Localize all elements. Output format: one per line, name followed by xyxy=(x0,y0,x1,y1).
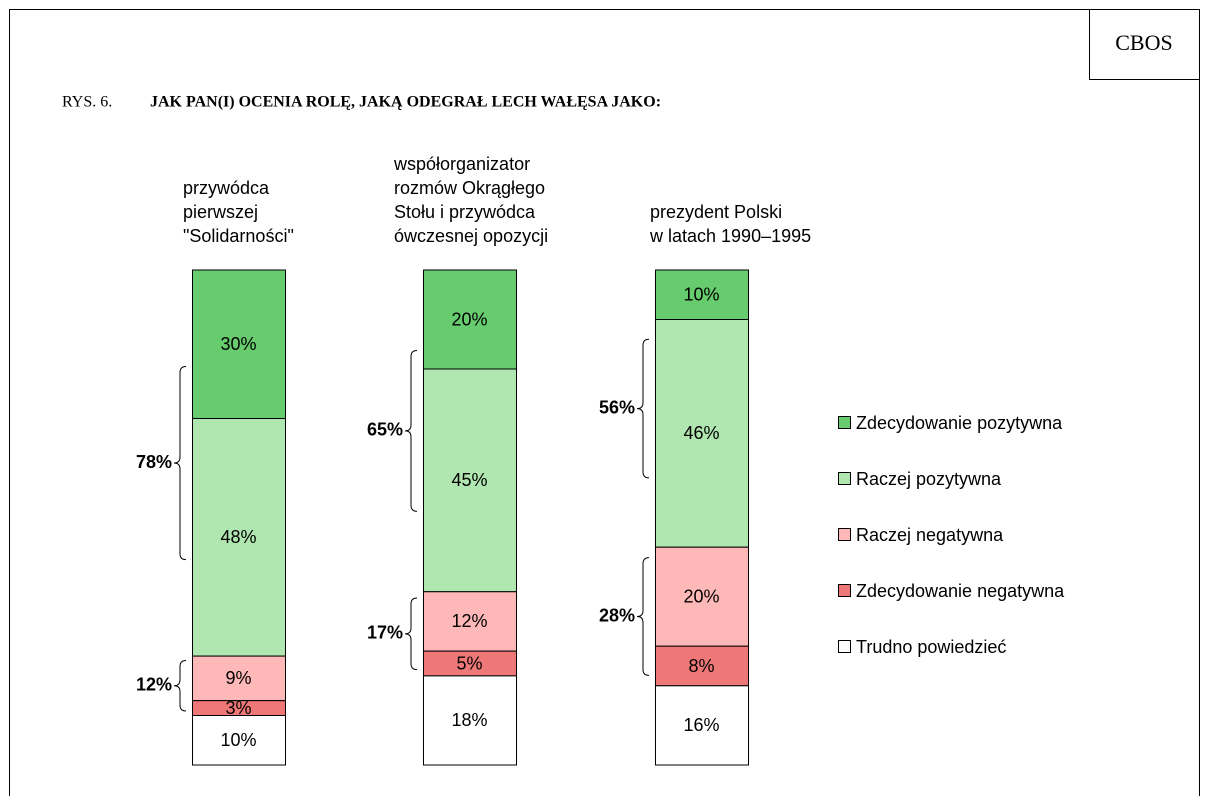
value-label: 12% xyxy=(451,611,487,631)
bar-segment xyxy=(655,645,749,687)
bracket xyxy=(173,366,187,561)
value-label: 48% xyxy=(220,527,256,547)
value-label: 8% xyxy=(688,656,714,676)
total-label: 17% xyxy=(367,623,403,643)
bar-segment xyxy=(192,655,286,702)
total-label: 56% xyxy=(599,397,635,417)
value-label: 20% xyxy=(451,309,487,329)
bar-segment xyxy=(192,715,286,766)
bracket xyxy=(404,597,418,671)
bar-segment xyxy=(423,591,517,652)
source: CBOS xyxy=(1115,30,1172,55)
value-label: 10% xyxy=(683,285,719,305)
chart-title: JAK PAN(I) OCENIA ROLĘ, JAKĄ ODEGRAŁ LEC… xyxy=(150,94,661,111)
bracket xyxy=(636,338,650,479)
bar-segment xyxy=(423,675,517,766)
legend-swatch xyxy=(838,584,851,597)
value-label: 18% xyxy=(451,710,487,730)
value-label: 3% xyxy=(225,698,251,718)
bracket xyxy=(404,349,418,512)
category-label: prezydent Polski w latach 1990–1995 xyxy=(649,202,811,246)
total-label: 78% xyxy=(136,452,172,472)
value-label: 16% xyxy=(683,715,719,735)
bar-segment xyxy=(655,319,749,548)
source-box xyxy=(1089,9,1200,80)
legend-swatch xyxy=(838,640,851,653)
legend-label: Raczej negatywna xyxy=(856,525,1004,545)
total-label: 28% xyxy=(599,605,635,625)
bracket xyxy=(636,557,650,676)
bar-segment xyxy=(655,269,749,320)
figure-number: RYS. 6. xyxy=(62,94,112,111)
total-label: 65% xyxy=(367,420,403,440)
value-label: 45% xyxy=(451,470,487,490)
legend-label: Zdecydowanie pozytywna xyxy=(856,413,1063,433)
legend-label: Raczej pozytywna xyxy=(856,469,1002,489)
bracket xyxy=(173,660,187,712)
frame xyxy=(9,9,1200,796)
bar-segment xyxy=(655,685,749,766)
legend-swatch xyxy=(838,472,851,485)
bar-segment xyxy=(423,269,517,370)
value-label: 9% xyxy=(225,668,251,688)
value-label: 20% xyxy=(683,586,719,606)
legend-label: Trudno powiedzieć xyxy=(856,637,1006,657)
category-label: współorganizator rozmów Okrągłego Stołu i … xyxy=(393,154,548,246)
total-label: 12% xyxy=(136,675,172,695)
category-label: przywódca pierwszej "Solidarności" xyxy=(183,178,294,246)
value-label: 5% xyxy=(456,653,482,673)
legend-swatch xyxy=(838,528,851,541)
bar-segment xyxy=(423,650,517,677)
value-label: 30% xyxy=(220,334,256,354)
value-label: 10% xyxy=(220,730,256,750)
bar-segment xyxy=(192,269,286,419)
bar-segment xyxy=(423,368,517,593)
value-label: 46% xyxy=(683,423,719,443)
legend-label: Zdecydowanie negatywna xyxy=(856,581,1065,601)
legend-swatch xyxy=(838,416,851,429)
